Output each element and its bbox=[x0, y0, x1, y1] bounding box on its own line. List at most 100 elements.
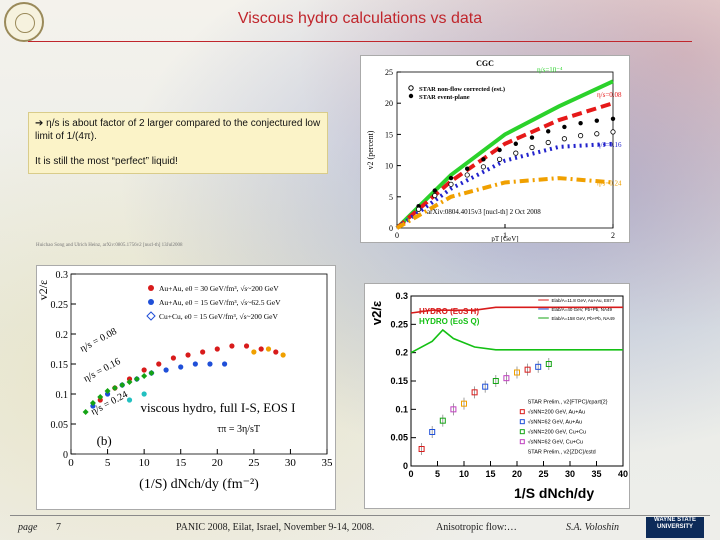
chart-title: CGC bbox=[476, 59, 494, 68]
footer-conference: PANIC 2008, Eilat, Israel, November 9-14… bbox=[176, 522, 375, 533]
data-point bbox=[111, 385, 118, 391]
x-tick-label: 10 bbox=[459, 469, 469, 479]
y-tick-label: 0.15 bbox=[390, 376, 408, 386]
chart-viscous-panel: 0 5 10 15 20 25 30 35 0 0.05 0.1 0.15 0.2 0.25 0.3 (1/S… bbox=[36, 265, 336, 510]
data-point-open bbox=[545, 139, 551, 146]
y-tick-label: 15 bbox=[385, 130, 393, 139]
x-tick-label: 5 bbox=[435, 469, 440, 479]
legend-label: Au+Au, e0 = 15 GeV/fm³, √s~62.5 GeV bbox=[159, 298, 281, 307]
y-tick-label: 0.3 bbox=[56, 270, 69, 281]
hydro-eos-q-label: HYDRO (EoS Q) bbox=[419, 317, 480, 326]
data-point-open bbox=[415, 206, 422, 212]
x-axis-label: pT [GeV] bbox=[491, 235, 518, 242]
notes-box: ➔ η/s is about factor of 2 larger compar… bbox=[28, 112, 328, 174]
data-point bbox=[148, 370, 155, 376]
data-point bbox=[450, 406, 457, 413]
chart-viscous: 0 5 10 15 20 25 30 35 0 0.05 0.1 0.15 0.2 0.25 0.3 (1/S… bbox=[36, 270, 334, 492]
data-point bbox=[178, 364, 184, 370]
data-point-open bbox=[513, 150, 519, 156]
x-tick-label: 20 bbox=[512, 469, 522, 479]
data-point bbox=[141, 391, 147, 397]
data-point bbox=[503, 375, 510, 382]
series-line bbox=[410, 306, 623, 314]
data-point bbox=[273, 349, 279, 355]
data-point-filled bbox=[481, 157, 486, 162]
footer-page-number: 7 bbox=[56, 522, 61, 533]
data-point bbox=[214, 346, 220, 352]
legend-marker bbox=[519, 429, 525, 435]
data-point bbox=[265, 346, 272, 352]
legend-marker bbox=[519, 439, 525, 445]
y-tick-label: 0.2 bbox=[56, 330, 69, 341]
y-tick-label: 0 bbox=[389, 224, 393, 233]
footer-author: S.A. Voloshin bbox=[566, 522, 620, 533]
data-point bbox=[429, 429, 436, 435]
data-point bbox=[524, 366, 531, 373]
data-point bbox=[104, 388, 111, 394]
data-point bbox=[89, 400, 96, 406]
data-point-filled bbox=[594, 118, 599, 123]
x-tick-label: 2 bbox=[611, 231, 615, 240]
panel-label: (b) bbox=[97, 433, 112, 448]
y-tick-label: 0.1 bbox=[56, 390, 69, 401]
data-point-open bbox=[464, 172, 470, 178]
y-axis-label: v2/ε bbox=[369, 301, 384, 325]
data-point bbox=[418, 446, 425, 452]
data-point-filled bbox=[610, 116, 616, 121]
data-point-open bbox=[497, 156, 503, 162]
data-point-open bbox=[448, 181, 454, 187]
data-point-filled bbox=[578, 120, 583, 126]
legend-marker bbox=[148, 285, 154, 291]
x-tick-label: 35 bbox=[322, 457, 334, 469]
legend-marker bbox=[519, 419, 525, 425]
data-point bbox=[141, 367, 147, 373]
legend-label: STAR non-flow corrected (est.) bbox=[419, 86, 505, 93]
chart-star: 0 5 10 15 20 25 30 35 40 0 0.05 0.1 0.15 0.2 0.25 0.3 1/… bbox=[369, 291, 628, 501]
data-point bbox=[141, 373, 148, 379]
data-point bbox=[482, 383, 489, 390]
y-tick-label: 10 bbox=[385, 162, 393, 171]
y-tick-label: 0 bbox=[403, 461, 408, 471]
x-tick-label: 0 bbox=[408, 469, 413, 479]
footer-divider bbox=[10, 515, 710, 516]
data-point bbox=[535, 363, 542, 370]
data-point bbox=[461, 400, 467, 407]
title-divider bbox=[28, 41, 692, 42]
y-tick-label: 0.25 bbox=[51, 300, 69, 311]
y-tick-label: 0.3 bbox=[395, 291, 408, 301]
data-point-filled bbox=[562, 124, 567, 130]
series-line bbox=[395, 79, 614, 230]
data-point bbox=[126, 379, 133, 385]
legend-label: STAR Prelim., v2{ZDC}/εstd bbox=[528, 450, 596, 456]
note-line-2: It is still the most “perfect” liquid! bbox=[35, 156, 178, 167]
x-tick-label: 30 bbox=[285, 457, 297, 469]
y-tick-label: 0.1 bbox=[395, 404, 408, 414]
legend-label: √sNN=200 GeV, Au+Au bbox=[528, 409, 586, 416]
legend-label: √sNN=62 GeV, Au+Au bbox=[528, 419, 583, 426]
y-axis-label: v2/ε bbox=[37, 280, 50, 300]
data-point bbox=[126, 397, 133, 403]
data-point bbox=[258, 346, 264, 352]
data-point bbox=[119, 382, 126, 388]
y-tick-label: 0 bbox=[63, 450, 68, 461]
data-point bbox=[97, 394, 104, 400]
data-point-open bbox=[561, 136, 567, 142]
legend-label: √sNN=200 GeV, Cu+Cu bbox=[528, 429, 586, 436]
data-point-filled bbox=[546, 129, 551, 134]
note-line-1-text: η/s is about factor of 2 larger compared… bbox=[35, 118, 321, 142]
x-tick-label: 15 bbox=[175, 457, 187, 469]
x-tick-label: 0 bbox=[395, 231, 399, 240]
data-point-filled bbox=[465, 166, 470, 171]
x-axis-label: 1/S dNch/dy bbox=[514, 485, 594, 501]
wayne-state-logo: WAYNE STATE UNIVERSITY bbox=[646, 517, 704, 538]
data-point bbox=[243, 343, 250, 349]
legend-marker-open bbox=[408, 85, 414, 91]
data-point bbox=[545, 361, 552, 367]
data-point-filled bbox=[529, 135, 535, 140]
curve-annotation: η/s=0.24 bbox=[597, 179, 622, 187]
data-point-open bbox=[610, 129, 616, 135]
chart-star-panel: 0 5 10 15 20 25 30 35 40 0 0.05 0.1 0.15 0.2 0.25 0.3 1/… bbox=[364, 283, 630, 509]
footer-topic: Anisotropic flow:… bbox=[436, 522, 517, 533]
x-tick-label: 40 bbox=[618, 469, 628, 479]
